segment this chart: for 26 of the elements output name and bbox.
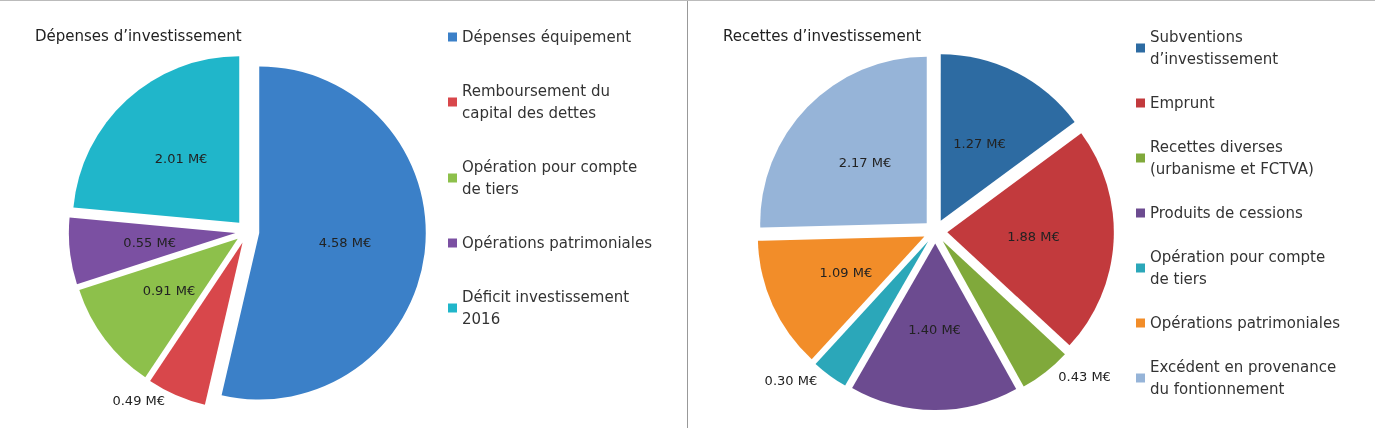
legend-label: Opérations patrimoniales [1150, 314, 1341, 332]
legend-label: Emprunt [1150, 94, 1215, 112]
legend-label: Produits de cessions [1150, 204, 1303, 222]
data-label: 1.88 M€ [1007, 229, 1060, 245]
data-label: 0.43 M€ [1058, 369, 1111, 385]
data-label: 1.09 M€ [819, 264, 873, 280]
data-label: 1.27 M€ [953, 136, 1006, 152]
chart-title: Dépenses d’investissement [35, 26, 242, 45]
legend-label: Subventions d’investissement [1150, 28, 1279, 68]
data-label: 2.17 M€ [838, 155, 892, 171]
data-label: 2.01 M€ [154, 151, 208, 167]
legend-label: Opérations patrimoniales [462, 234, 653, 252]
legend-label: Opération pour compte de tiers [462, 158, 642, 198]
legend-label: Dépenses équipement [462, 28, 632, 46]
legend-label: Opération pour compte de tiers [1150, 248, 1330, 288]
data-label: 4.58 M€ [318, 235, 372, 251]
legend-label: Excédent en provenance du fontionnement [1150, 358, 1342, 398]
data-label: 1.40 M€ [908, 322, 961, 338]
data-label: 0.30 M€ [764, 372, 818, 388]
data-label: 0.55 M€ [123, 234, 176, 250]
legend-label: Déficit investissement 2016 [462, 288, 634, 328]
chart-title: Recettes d’investissement [723, 26, 922, 45]
data-label: 0.49 M€ [112, 393, 166, 409]
legend-label: Remboursement du capital des dettes [462, 82, 615, 122]
data-label: 0.91 M€ [142, 283, 196, 299]
legend-label: Recettes diverses (urbanisme et FCTVA) [1150, 138, 1314, 178]
